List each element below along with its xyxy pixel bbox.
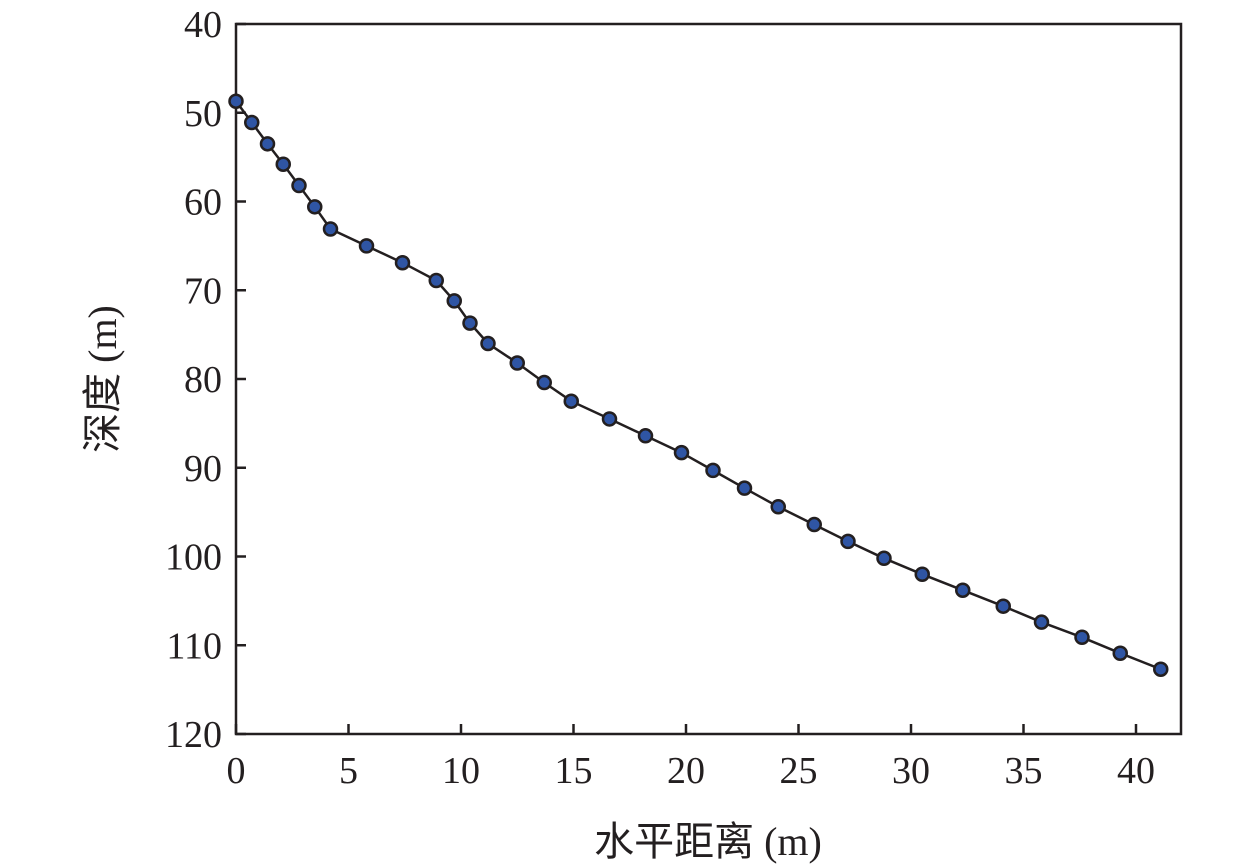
data-point (637, 428, 654, 444)
data-point (446, 293, 462, 309)
data-point (736, 480, 753, 496)
data-point (770, 499, 786, 515)
x-tick-label: 40 (1117, 750, 1155, 792)
series-line (234, 100, 1162, 671)
plot-frame (234, 22, 1183, 736)
data-point (536, 374, 552, 391)
data-point (876, 550, 892, 567)
y-tick-label: 50 (184, 93, 222, 135)
data-point (307, 199, 323, 215)
data-point (840, 533, 856, 550)
data-point (1074, 629, 1090, 646)
y-tick-label: 60 (184, 182, 222, 224)
data-point (914, 566, 930, 582)
y-tick-label: 110 (166, 625, 222, 667)
data-point (955, 582, 971, 598)
data-point (394, 254, 411, 271)
data-point (1112, 645, 1128, 661)
x-tick-label: 20 (667, 750, 705, 792)
y-tick-label: 70 (184, 270, 222, 312)
y-tick-label: 120 (165, 714, 222, 756)
y-tick-label: 40 (184, 4, 222, 46)
y-tick-label: 80 (184, 359, 222, 401)
data-point (291, 177, 307, 194)
data-point (509, 355, 525, 371)
y-tick-label: 100 (165, 537, 222, 579)
x-tick-label: 15 (555, 750, 593, 792)
data-point (480, 335, 496, 352)
x-tick-label: 10 (442, 750, 480, 792)
data-point (601, 411, 618, 427)
data-point (358, 238, 375, 254)
data-point (995, 598, 1011, 614)
data-point (462, 315, 478, 331)
data-point (275, 156, 291, 172)
data-point (428, 272, 444, 289)
x-tick-label: 0 (227, 750, 246, 792)
x-tick-label: 30 (892, 750, 930, 792)
x-tick-label: 5 (339, 750, 358, 792)
data-point (228, 93, 244, 109)
x-tick-label: 35 (1005, 750, 1043, 792)
y-axis-ticks: 40 50 60 70 80 90 100 110 120 (165, 4, 246, 756)
data-point (259, 136, 276, 152)
data-point (322, 221, 339, 237)
data-point (1033, 614, 1050, 630)
data-point (705, 462, 721, 479)
x-tick-label: 25 (780, 750, 818, 792)
data-points (228, 93, 1169, 677)
y-axis-title: 深度 (m) (80, 305, 125, 453)
data-point (1153, 661, 1169, 677)
data-point (563, 393, 579, 409)
data-point (673, 444, 690, 461)
y-tick-label: 90 (184, 448, 222, 490)
data-point (244, 114, 260, 131)
data-point (806, 516, 822, 533)
x-axis-title: 水平距离 (m) (594, 819, 822, 864)
x-axis-ticks: 0 5 10 15 20 25 30 35 40 (227, 724, 1155, 792)
